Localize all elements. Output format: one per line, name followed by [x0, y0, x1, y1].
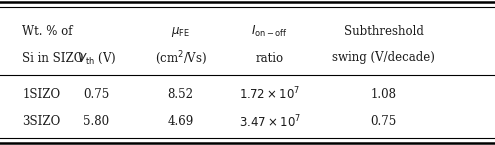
Text: 1SIZO: 1SIZO [22, 88, 60, 101]
Text: 3SIZO: 3SIZO [22, 115, 60, 128]
Text: Si in SIZO: Si in SIZO [22, 51, 84, 65]
Text: Subthreshold: Subthreshold [344, 25, 424, 38]
Text: 4.69: 4.69 [167, 115, 194, 128]
Text: $V_{\mathrm{th}}$ (V): $V_{\mathrm{th}}$ (V) [77, 50, 116, 66]
Text: swing (V/decade): swing (V/decade) [332, 51, 435, 65]
Text: $3.47 \times 10^7$: $3.47 \times 10^7$ [239, 114, 301, 130]
Text: 5.80: 5.80 [84, 115, 109, 128]
Text: 0.75: 0.75 [83, 88, 110, 101]
Text: $\mu_{\mathrm{FE}}$: $\mu_{\mathrm{FE}}$ [171, 25, 190, 39]
Text: $I_{\mathrm{on-off}}$: $I_{\mathrm{on-off}}$ [251, 24, 288, 39]
Text: 0.75: 0.75 [370, 115, 397, 128]
Text: 8.52: 8.52 [168, 88, 194, 101]
Text: Wt. % of: Wt. % of [22, 25, 73, 38]
Text: 1.08: 1.08 [371, 88, 396, 101]
Text: ratio: ratio [256, 51, 284, 65]
Text: (cm$^2$/Vs): (cm$^2$/Vs) [154, 49, 207, 67]
Text: $1.72 \times 10^7$: $1.72 \times 10^7$ [239, 86, 300, 103]
